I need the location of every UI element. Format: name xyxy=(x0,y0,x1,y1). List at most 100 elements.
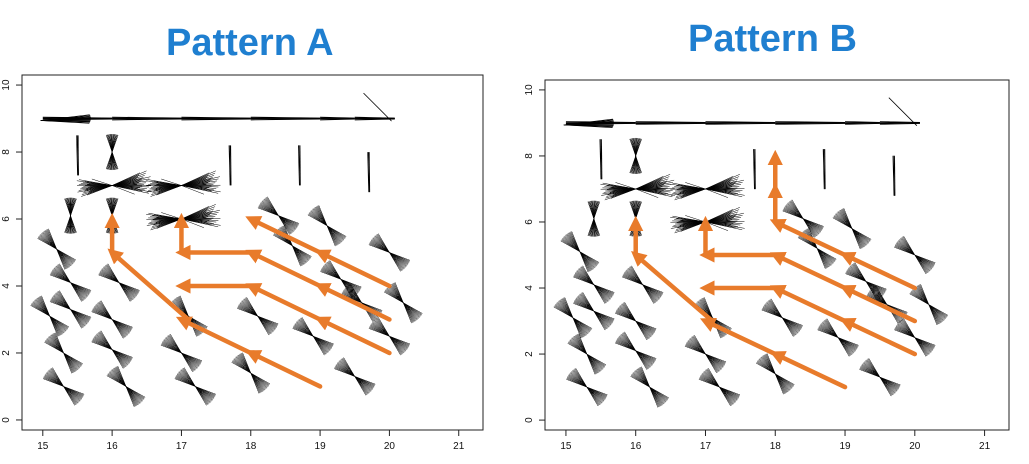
x-tick-label: 17 xyxy=(176,441,188,452)
glyph-bowtie xyxy=(44,332,83,374)
glyph-starburst xyxy=(76,170,152,197)
glyph-top-row xyxy=(250,116,321,121)
flow-arrow xyxy=(769,285,848,324)
glyph-top-row xyxy=(181,116,251,121)
glyph-bowtie xyxy=(698,368,741,407)
glyph-top-row xyxy=(705,121,776,125)
flow-arrow xyxy=(314,316,392,356)
glyph-bowtie xyxy=(105,134,119,171)
glyph-bowtie xyxy=(37,228,76,270)
glyph-top-row xyxy=(112,116,182,121)
flow-arrow xyxy=(839,318,918,357)
y-tick-label: 8 xyxy=(1,149,12,155)
x-tick-label: 15 xyxy=(560,441,572,452)
glyph-bowtie xyxy=(755,353,795,395)
plot-frame xyxy=(21,74,484,431)
glyph-bowtie xyxy=(817,318,859,357)
x-tick-label: 21 xyxy=(979,441,991,452)
glyph-bowtie xyxy=(615,301,657,341)
glyph-bowtie xyxy=(894,318,936,357)
flow-arrow xyxy=(314,249,392,289)
y-tick-label: 2 xyxy=(524,351,535,357)
flow-arrow xyxy=(769,252,848,291)
x-tick-label: 15 xyxy=(37,441,49,452)
y-tick-label: 4 xyxy=(524,285,535,291)
glyph-vertical xyxy=(599,139,603,180)
glyph-bowtie xyxy=(573,265,615,304)
glyph-vertical xyxy=(297,145,301,186)
flow-arrow xyxy=(631,251,715,324)
glyph-bowtie xyxy=(160,333,203,373)
glyph-starburst xyxy=(670,174,745,201)
x-tick-label: 17 xyxy=(700,441,712,452)
glyph-bowtie xyxy=(42,367,85,406)
glyph-bowtie xyxy=(368,317,411,356)
glyph-bowtie xyxy=(832,208,872,250)
pattern-a-title: Pattern A xyxy=(166,22,334,64)
glyph-bowtie xyxy=(257,196,300,235)
glyph-bowtie xyxy=(64,197,77,234)
glyph-bowtie xyxy=(894,235,936,275)
glyph-bowtie xyxy=(106,365,146,407)
glyph-bowtie xyxy=(567,333,607,375)
plot-area-1: 15 16 17 18 19 20 21 0 2 4 6 8 10 xyxy=(524,79,1010,452)
glyph-bowtie xyxy=(630,366,669,408)
flow-arrow xyxy=(175,316,254,356)
glyph-top-row xyxy=(845,121,880,125)
glyph-bowtie xyxy=(615,331,657,370)
plot-area-0: 15 16 17 18 19 20 21 0 2 4 6 8 10 xyxy=(1,74,484,452)
glyph-bowtie xyxy=(383,282,423,324)
glyph-diagonal xyxy=(363,92,392,122)
flow-arrow xyxy=(769,218,848,258)
glyph-vertical xyxy=(228,145,232,186)
x-tick-label: 20 xyxy=(384,441,396,452)
glyph-bowtie xyxy=(782,199,824,238)
glyph-top-fan xyxy=(40,114,91,124)
glyph-bowtie xyxy=(909,284,949,326)
glyph-top-fan xyxy=(563,118,614,128)
glyph-bowtie xyxy=(91,330,133,369)
y-tick-label: 6 xyxy=(1,216,12,222)
glyph-bowtie xyxy=(761,298,803,337)
x-tick-label: 20 xyxy=(909,441,921,452)
flow-arrow xyxy=(839,252,918,291)
glyph-vertical xyxy=(76,135,79,176)
glyph-top-row xyxy=(635,121,706,125)
glyph-bowtie xyxy=(307,205,347,247)
glyph-vertical xyxy=(822,149,826,190)
y-tick-label: 0 xyxy=(524,417,535,423)
glyph-bowtie xyxy=(573,292,615,331)
glyph-top-row xyxy=(320,116,355,121)
flow-arrow xyxy=(769,351,848,390)
glyph-bowtie xyxy=(859,358,901,397)
plot-frame xyxy=(544,79,1010,431)
glyph-bowtie xyxy=(49,263,92,302)
x-tick-label: 19 xyxy=(839,441,851,452)
flow-arrow xyxy=(314,283,392,322)
flow-arrow xyxy=(699,318,778,357)
glyph-starburst xyxy=(600,174,675,201)
flow-arrow xyxy=(245,283,323,322)
glyph-diagonal xyxy=(888,97,918,126)
y-tick-label: 0 xyxy=(1,417,12,423)
glyph-bowtie xyxy=(334,357,376,396)
glyph-bowtie xyxy=(587,200,601,237)
x-tick-label: 21 xyxy=(453,441,465,452)
glyph-starburst xyxy=(146,170,221,197)
glyph-bowtie xyxy=(237,297,279,336)
glyph-bowtie xyxy=(91,300,133,339)
glyph-bowtie xyxy=(98,263,140,302)
y-tick-label: 2 xyxy=(1,350,12,356)
y-tick-label: 8 xyxy=(524,153,535,159)
flow-arrow xyxy=(245,216,323,255)
glyph-bowtie xyxy=(560,231,600,273)
glyph-vertical xyxy=(753,149,756,190)
flow-arrow xyxy=(245,249,323,289)
glyph-bowtie xyxy=(368,233,411,272)
glyph-vertical xyxy=(892,155,896,196)
glyph-bowtie xyxy=(553,297,593,339)
glyph-bowtie xyxy=(622,265,664,304)
glyph-bowtie xyxy=(566,368,608,407)
